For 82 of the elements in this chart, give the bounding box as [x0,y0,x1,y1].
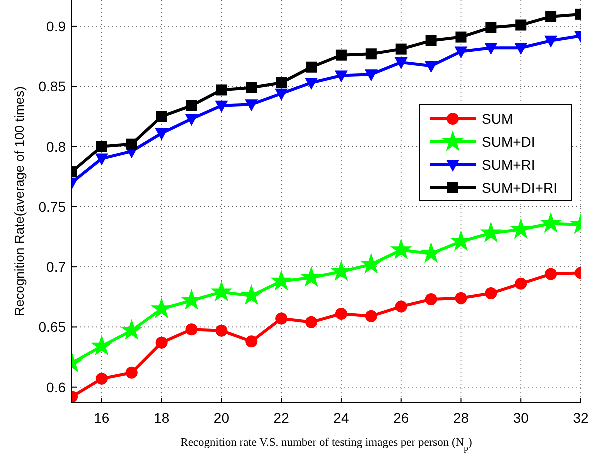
point [510,218,532,240]
point [425,294,438,306]
legend-label: SUM+DI+RI [482,180,558,196]
x-tick-label: 22 [274,410,290,426]
y-axis-title: Recognition Rate(average of 100 times) [12,86,27,316]
point [390,238,412,260]
x-axis-title: Recognition rate V.S. number of testing images per person (N$_{p}$) [180,437,472,453]
x-tick-label: 28 [453,410,470,426]
legend-label: SUM+DI [482,134,536,150]
x-tick-label: 20 [214,410,230,426]
x-tick-label: 32 [573,410,589,426]
point [216,324,228,337]
point [155,128,168,141]
point [96,372,108,385]
y-tick-label: 0.65 [38,319,66,336]
y-tick-label: 0.85 [38,78,66,95]
point [485,288,498,300]
y-tick-label: 0.7 [46,259,66,276]
point [426,35,437,46]
point [335,308,348,320]
y-tick-label: 0.75 [38,198,66,215]
point [484,43,498,56]
point [545,268,558,280]
point [420,242,442,264]
point [334,70,348,83]
point [486,22,497,34]
point [516,20,527,31]
point [305,78,318,90]
point [246,336,258,348]
point [96,141,108,152]
point [210,280,233,302]
point [245,100,258,112]
x-tick-label: 16 [94,410,110,426]
point [275,88,288,101]
point [424,61,438,74]
point [90,334,113,356]
point [540,212,562,234]
legend-label: SUM+RI [482,157,536,173]
point [330,260,352,282]
point [396,44,407,55]
point [366,48,377,60]
point [306,62,318,73]
point [395,300,408,313]
point [246,82,258,94]
x-tick-label: 18 [154,410,170,426]
x-tick-label: 26 [394,410,410,426]
y-tick-label: 0.6 [46,379,66,396]
point [455,292,468,304]
point [126,138,138,150]
point [240,284,263,306]
point [186,324,198,336]
point [365,310,378,322]
point [300,266,323,288]
point [364,70,378,82]
x-tick-label: 24 [334,410,350,426]
point [544,36,558,48]
point [216,84,228,96]
point [95,154,108,166]
point [156,111,168,122]
y-tick-label: 0.8 [46,138,66,155]
point [454,46,468,59]
point [306,316,318,328]
point [360,253,382,274]
point [546,11,557,22]
point [156,336,168,349]
point [126,366,138,379]
legend-label: SUM [482,111,514,127]
point [185,114,198,126]
point [480,222,502,243]
point [120,319,143,340]
x-tick-label: 30 [513,410,530,426]
point [456,32,467,43]
point [514,43,528,56]
point [276,78,288,89]
point [336,50,347,61]
point [186,100,198,112]
point [276,312,288,325]
point [270,270,293,291]
point [215,100,228,113]
y-tick-label: 0.9 [46,18,66,34]
point [394,58,408,70]
point [515,278,528,290]
